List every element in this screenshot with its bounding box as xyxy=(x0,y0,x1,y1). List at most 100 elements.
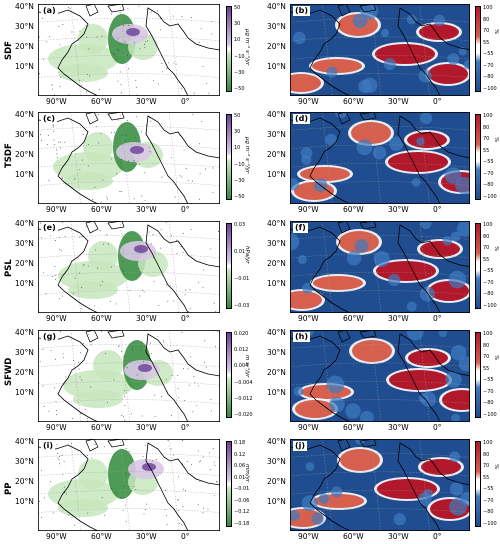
significance-dot xyxy=(199,481,201,483)
significance-dot xyxy=(42,385,44,387)
significance-dot xyxy=(132,350,134,352)
longitude-gridline xyxy=(370,221,382,313)
right-colorbar-1 xyxy=(475,114,481,200)
agreement-negative xyxy=(373,250,390,268)
coastline-eurafrica xyxy=(397,333,470,422)
longitude-label: 30°W xyxy=(136,423,157,432)
left-colorbar-1 xyxy=(226,114,232,200)
significance-dot xyxy=(158,305,160,307)
significance-dot xyxy=(178,499,180,501)
significance-dot xyxy=(183,232,185,234)
left-colorbar-tick: 50 xyxy=(234,5,241,11)
significance-dot xyxy=(113,132,115,134)
left-colorbar-tick: 0.004 xyxy=(234,363,249,370)
right-colorbar-2 xyxy=(475,223,481,309)
significance-dot xyxy=(55,240,57,241)
longitude-label: 0° xyxy=(433,423,442,432)
left-colorbar-tick: −0.18 xyxy=(234,521,250,527)
significance-dot xyxy=(43,406,45,408)
significance-dot xyxy=(212,448,214,450)
longitude-label: 60°W xyxy=(343,314,364,323)
row-label-pp: PP xyxy=(4,482,14,495)
significance-dot xyxy=(199,173,201,175)
latitude-label: 20°N xyxy=(15,150,34,159)
right-colorbar-unit: % xyxy=(493,246,499,252)
agreement-positive xyxy=(351,122,391,144)
significance-dot xyxy=(49,36,51,38)
significance-dot xyxy=(161,396,163,397)
trend-patch-negative xyxy=(68,281,118,299)
latitude-gridline xyxy=(38,55,220,60)
left-colorbar-tick: 10 xyxy=(234,145,241,152)
coastline-americas xyxy=(38,444,99,531)
significance-dot xyxy=(46,143,48,145)
left-colorbar-tick: 0.03 xyxy=(234,222,246,228)
significance-dot xyxy=(123,269,125,271)
latitude-gridline xyxy=(38,163,220,168)
significance-dot xyxy=(68,6,70,8)
significance-dot xyxy=(160,247,162,249)
significance-dot xyxy=(81,235,83,237)
significance-dot xyxy=(144,44,146,46)
significance-dot xyxy=(150,342,152,344)
significance-dot xyxy=(145,503,147,505)
left-colorbar-tick: 10 xyxy=(234,37,241,44)
significance-dot xyxy=(204,361,206,363)
significance-dot xyxy=(96,36,98,38)
longitude-label: 0° xyxy=(433,205,442,214)
latitude-gridline xyxy=(38,144,220,149)
significance-dot xyxy=(91,198,93,200)
significance-dot xyxy=(115,335,117,337)
significance-dot xyxy=(124,389,126,391)
left-map-panel: (g) xyxy=(38,330,220,422)
significance-dot xyxy=(94,305,96,307)
agreement-negative xyxy=(305,462,315,471)
latitude-label: 30°N xyxy=(15,130,34,139)
right-colorbar-tick: −100 xyxy=(483,194,497,200)
significance-dot xyxy=(175,63,177,65)
significance-dot xyxy=(163,341,165,343)
right-colorbar-tick: 100 xyxy=(483,331,493,337)
latitude-gridline xyxy=(38,18,220,23)
agreement-negative xyxy=(380,28,390,38)
latitude-label: 40°N xyxy=(15,110,34,119)
right-colorbar-tick: 55 xyxy=(483,474,490,481)
latitude-label: 20°N xyxy=(267,368,286,377)
significance-dot xyxy=(87,165,89,167)
significance-dot xyxy=(56,414,58,416)
latitude-label: 10°N xyxy=(267,388,286,397)
significance-dot xyxy=(181,176,183,178)
significance-dot xyxy=(121,350,122,352)
right-colorbar-unit: % xyxy=(493,137,499,143)
significance-dot xyxy=(45,292,47,294)
left-colorbar-unit: hPa/yr xyxy=(244,246,250,264)
significance-dot xyxy=(135,489,137,490)
significance-dot xyxy=(42,272,44,274)
significance-dot xyxy=(157,83,159,85)
significance-dot xyxy=(100,331,102,333)
significance-dot xyxy=(208,92,210,94)
significance-dot xyxy=(74,277,76,279)
latitude-gridline xyxy=(38,181,220,186)
significance-dot xyxy=(78,272,80,274)
significance-dot xyxy=(198,281,200,283)
coastline-americas xyxy=(38,335,99,422)
right-colorbar-tick: −80 xyxy=(483,400,494,407)
left-colorbar-tick: −0.01 xyxy=(234,486,250,493)
left-colorbar-2 xyxy=(226,223,232,309)
significance-dot xyxy=(166,67,168,69)
agreement-positive xyxy=(408,350,448,366)
row-label-psl: PSL xyxy=(4,259,14,277)
significance-dot xyxy=(79,79,81,81)
significance-dot xyxy=(137,33,139,35)
significance-dot xyxy=(123,485,125,487)
significance-dot xyxy=(140,346,142,348)
map-frame xyxy=(38,112,220,204)
significance-dot xyxy=(56,444,58,446)
coastline-americas xyxy=(290,226,351,313)
significance-dot xyxy=(181,16,183,18)
significance-dot xyxy=(183,488,184,490)
significance-dot xyxy=(187,368,189,370)
agreement-negative xyxy=(290,178,300,191)
significance-dot xyxy=(176,252,178,254)
